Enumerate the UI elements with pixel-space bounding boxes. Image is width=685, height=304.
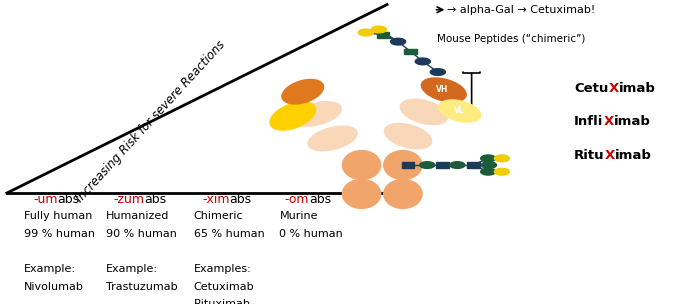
Text: -um: -um xyxy=(33,193,58,206)
Text: Example:: Example: xyxy=(24,264,76,274)
Ellipse shape xyxy=(383,179,423,209)
Text: Increasing Risk for severe Reactions: Increasing Risk for severe Reactions xyxy=(73,38,228,205)
Text: Infli: Infli xyxy=(574,115,603,128)
Text: X: X xyxy=(608,82,619,95)
Text: imab: imab xyxy=(614,115,651,128)
Circle shape xyxy=(430,69,445,75)
Text: Example:: Example: xyxy=(106,264,158,274)
Text: -om: -om xyxy=(284,193,309,206)
Text: X: X xyxy=(605,149,615,161)
Circle shape xyxy=(481,168,496,175)
Text: Cetu: Cetu xyxy=(574,82,608,95)
Bar xyxy=(404,49,417,54)
Text: Examples:: Examples: xyxy=(194,264,251,274)
Ellipse shape xyxy=(342,150,382,180)
Circle shape xyxy=(482,162,497,168)
Text: Cetuximab: Cetuximab xyxy=(194,282,255,292)
Circle shape xyxy=(450,162,465,168)
Text: VH: VH xyxy=(436,85,448,94)
Text: imab: imab xyxy=(615,149,652,161)
Ellipse shape xyxy=(421,77,467,103)
Text: Humanized: Humanized xyxy=(106,211,170,221)
Text: 90 % human: 90 % human xyxy=(106,229,177,239)
Circle shape xyxy=(481,155,496,162)
Text: abs: abs xyxy=(229,193,251,206)
Text: -zum: -zum xyxy=(113,193,144,206)
Ellipse shape xyxy=(308,126,358,151)
Text: Fully human: Fully human xyxy=(24,211,92,221)
Text: 0 % human: 0 % human xyxy=(279,229,343,239)
Text: Ritu: Ritu xyxy=(574,149,605,161)
Text: abs: abs xyxy=(309,193,331,206)
Bar xyxy=(466,162,479,168)
Ellipse shape xyxy=(282,79,324,105)
Ellipse shape xyxy=(438,99,482,123)
Ellipse shape xyxy=(383,150,423,180)
Ellipse shape xyxy=(342,179,382,209)
Circle shape xyxy=(420,162,435,168)
Text: Chimeric: Chimeric xyxy=(194,211,243,221)
Ellipse shape xyxy=(399,98,448,125)
Text: VL: VL xyxy=(453,106,464,115)
Ellipse shape xyxy=(384,123,432,150)
Ellipse shape xyxy=(269,101,316,131)
Circle shape xyxy=(358,29,373,36)
Text: X: X xyxy=(603,115,614,128)
Text: Trastuzumab: Trastuzumab xyxy=(106,282,178,292)
Text: Rituximab: Rituximab xyxy=(194,299,251,304)
Circle shape xyxy=(390,38,406,45)
Ellipse shape xyxy=(291,101,342,127)
Circle shape xyxy=(415,58,430,65)
Text: → alpha-Gal → Cetuximab!: → alpha-Gal → Cetuximab! xyxy=(447,5,595,15)
Text: imab: imab xyxy=(619,82,656,95)
Circle shape xyxy=(495,168,510,175)
Text: Nivolumab: Nivolumab xyxy=(24,282,84,292)
Text: 65 % human: 65 % human xyxy=(194,229,264,239)
Circle shape xyxy=(495,155,510,162)
Text: Mouse Peptides (“chimeric”): Mouse Peptides (“chimeric”) xyxy=(437,34,586,44)
Text: 99 % human: 99 % human xyxy=(24,229,95,239)
Text: Murine: Murine xyxy=(279,211,318,221)
Circle shape xyxy=(371,26,386,33)
Text: -xim: -xim xyxy=(202,193,229,206)
Text: abs: abs xyxy=(144,193,166,206)
Text: abs: abs xyxy=(58,193,79,206)
Bar xyxy=(401,162,414,168)
Bar xyxy=(377,32,390,38)
Bar xyxy=(436,162,449,168)
